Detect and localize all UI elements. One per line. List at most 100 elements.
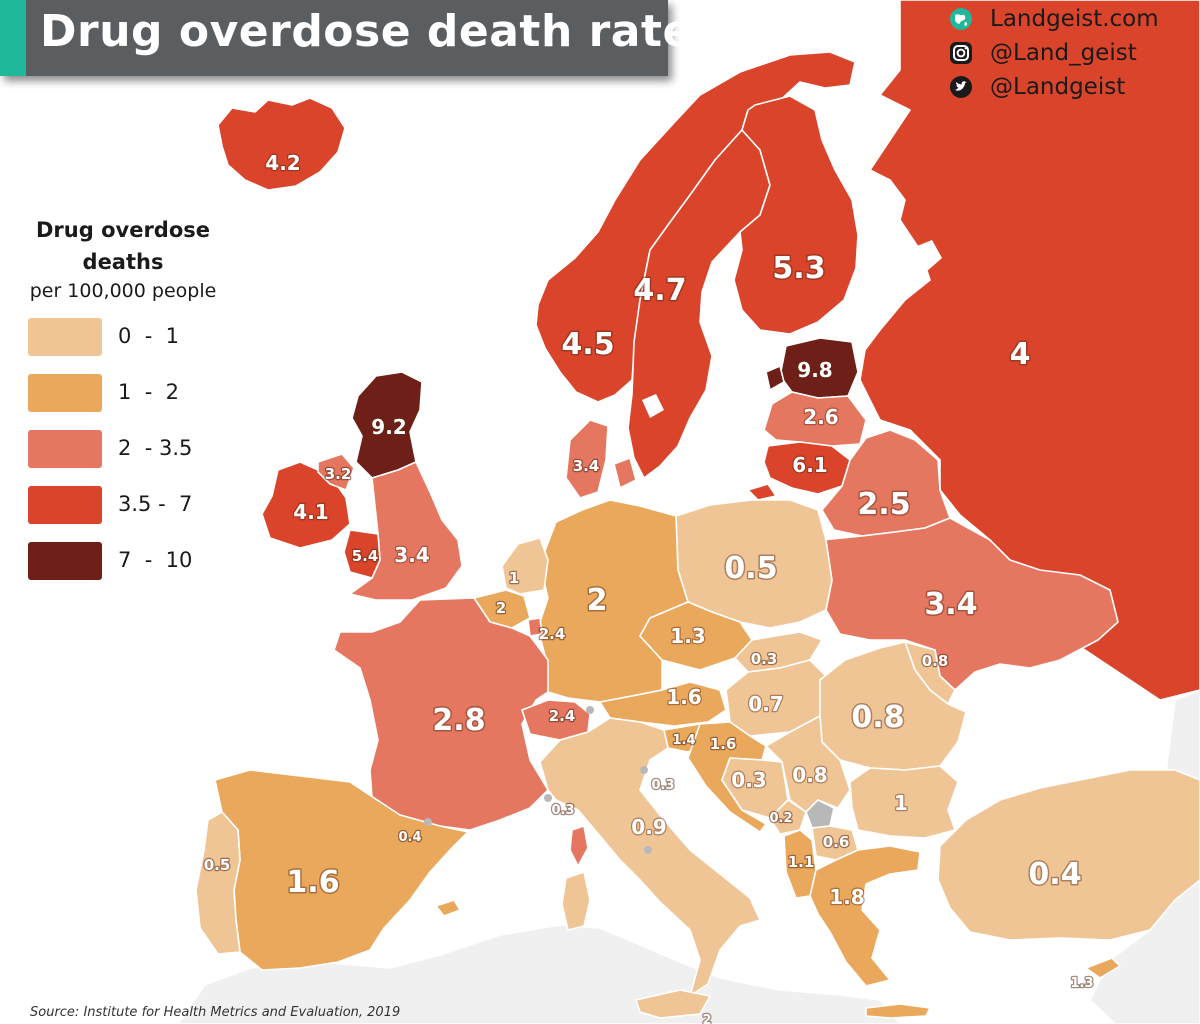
value-poland: 0.5 <box>724 551 777 586</box>
country-luxembourg <box>527 617 543 637</box>
country-lithuania <box>763 441 851 495</box>
marker-monaco <box>544 794 552 802</box>
value-san-marino: 0.3 <box>651 778 674 793</box>
country-greece <box>809 845 921 987</box>
page-title: Drug overdose death rate <box>40 6 693 57</box>
legend-swatch <box>28 374 102 412</box>
social-row-twitter[interactable]: @Landgeist <box>948 70 1159 104</box>
value-norway: 4.5 <box>561 327 614 362</box>
country-iceland <box>217 97 346 191</box>
lake-ladoga <box>862 276 904 314</box>
value-hungary: 0.7 <box>748 692 783 716</box>
value-north-macedonia: 0.6 <box>823 833 850 851</box>
island-sicily <box>635 989 711 1019</box>
value-ireland: 4.1 <box>293 500 328 524</box>
social-text-website[interactable]: Landgeist.com <box>990 6 1159 32</box>
value-iceland: 4.2 <box>265 151 300 175</box>
legend-item: 7 - 10 <box>8 542 238 598</box>
value-northern-ireland: 3.2 <box>325 465 352 483</box>
country-ireland <box>261 461 351 549</box>
value-andorra: 0.4 <box>398 830 421 845</box>
legend-label: 1 - 2 <box>118 380 180 404</box>
value-moldova: 0.8 <box>922 652 949 670</box>
legend-swatch <box>28 430 102 468</box>
value-cyprus: 1.3 <box>1070 976 1093 991</box>
value-slovenia: 1.4 <box>672 733 695 748</box>
value-serbia: 0.8 <box>792 763 827 787</box>
value-denmark: 3.4 <box>573 457 600 475</box>
country-latvia <box>763 391 867 447</box>
title-bar: Drug overdose death rate <box>0 0 692 76</box>
globe-icon <box>948 6 974 32</box>
value-russia: 4 <box>1010 337 1031 372</box>
country-czechia <box>639 601 753 671</box>
value-romania: 0.8 <box>851 700 904 735</box>
island-balearic <box>435 899 461 917</box>
value-austria: 1.6 <box>666 685 701 709</box>
value-england: 3.4 <box>394 543 429 567</box>
value-netherlands: 1 <box>509 569 519 587</box>
social-row-instagram[interactable]: @Land_geist <box>948 36 1159 70</box>
country-montenegro <box>769 799 807 835</box>
legend-swatch <box>28 542 102 580</box>
value-latvia: 2.6 <box>803 405 838 429</box>
value-czechia: 1.3 <box>670 624 705 648</box>
value-bosnia: 0.3 <box>731 768 766 792</box>
value-belarus: 2.5 <box>857 487 910 522</box>
instagram-icon <box>948 40 974 66</box>
country-belarus <box>821 429 951 537</box>
island-crete <box>865 1003 931 1019</box>
country-ukraine <box>821 517 1119 691</box>
social-text-twitter[interactable]: @Landgeist <box>990 74 1126 100</box>
value-wales: 5.4 <box>352 547 379 565</box>
legend-label: 0 - 1 <box>118 324 180 348</box>
country-portugal <box>195 811 241 955</box>
country-finland <box>733 95 859 335</box>
value-lithuania: 6.1 <box>792 453 827 477</box>
value-malta: 2 <box>702 1013 711 1024</box>
island-zealand <box>613 457 637 489</box>
legend-swatch <box>28 318 102 356</box>
source-note: Source: Institute for Health Metrics and… <box>30 1005 401 1020</box>
marker-rome <box>644 846 652 854</box>
legend-label: 7 - 10 <box>118 548 193 572</box>
legend-item: 3.5 - 7 <box>8 486 238 542</box>
lake-vanern <box>642 394 664 418</box>
region-england <box>349 461 463 601</box>
value-labels: 4.2 4.5 4.7 5.3 4 9.8 2.6 6.1 9.2 3.2 4.… <box>202 150 1094 1024</box>
value-france: 2.8 <box>432 703 485 738</box>
value-belgium: 2 <box>496 599 506 617</box>
island-corsica <box>569 825 589 867</box>
value-scotland: 9.2 <box>371 415 406 439</box>
value-germany: 2 <box>587 583 608 618</box>
country-denmark <box>565 419 609 499</box>
value-spain: 1.6 <box>286 865 339 900</box>
country-italy <box>539 717 761 997</box>
value-portugal: 0.5 <box>204 856 231 874</box>
value-estonia: 9.8 <box>797 358 832 382</box>
value-switzerland: 2.4 <box>549 707 576 725</box>
region-kaliningrad <box>747 483 777 501</box>
value-finland: 5.3 <box>772 251 825 286</box>
legend-label: 2 - 3.5 <box>118 436 193 460</box>
social-text-instagram[interactable]: @Land_geist <box>990 40 1137 66</box>
lake-onega <box>912 240 942 272</box>
country-bulgaria <box>849 765 959 839</box>
country-switzerland <box>521 699 591 741</box>
social-row-website[interactable]: Landgeist.com <box>948 2 1159 36</box>
legend: Drug overdose deaths per 100,000 people … <box>8 214 238 598</box>
value-italy: 0.9 <box>631 815 666 839</box>
legend-label: 3.5 - 7 <box>118 492 193 516</box>
legend-subtitle: per 100,000 people <box>29 280 217 302</box>
marker-vatican-san-marino <box>640 766 648 774</box>
value-turkey: 0.4 <box>1028 857 1081 892</box>
island-sardinia <box>561 871 591 931</box>
social-links: Landgeist.com @Land_geist @Landgeist <box>948 2 1159 104</box>
country-germany <box>537 499 689 703</box>
island-saaremaa <box>765 365 785 391</box>
country-france <box>333 597 549 831</box>
region-kosovo <box>805 799 835 829</box>
value-monaco: 0.3 <box>551 803 574 818</box>
